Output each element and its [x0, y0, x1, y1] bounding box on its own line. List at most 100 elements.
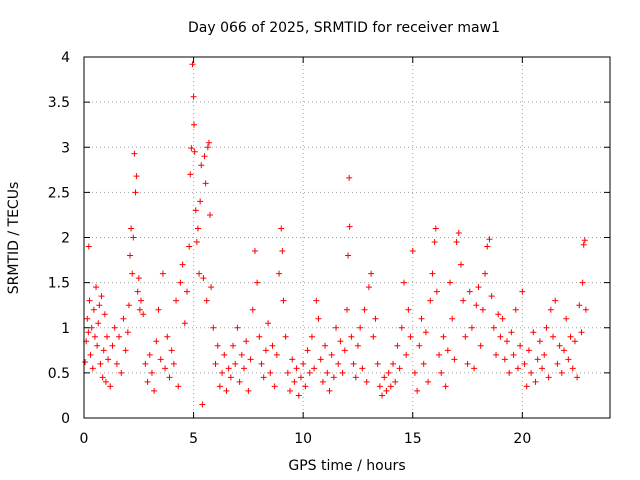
data-point	[122, 347, 129, 354]
data-point	[221, 351, 228, 358]
data-point	[438, 369, 445, 376]
data-point	[383, 387, 390, 394]
data-point	[276, 270, 283, 277]
data-point	[202, 180, 209, 187]
data-point	[477, 342, 484, 349]
data-point	[324, 369, 331, 376]
data-point	[125, 302, 132, 309]
data-point	[350, 360, 357, 367]
data-point	[365, 284, 372, 291]
data-point	[571, 338, 578, 345]
data-point	[144, 378, 151, 385]
data-point	[473, 302, 480, 309]
data-point	[214, 342, 221, 349]
data-point	[297, 374, 304, 381]
data-point	[308, 333, 315, 340]
data-point	[579, 279, 586, 286]
data-point	[411, 369, 418, 376]
data-point	[179, 261, 186, 268]
data-point	[440, 333, 447, 340]
data-point	[85, 243, 92, 250]
data-point	[563, 315, 570, 322]
data-point	[104, 333, 111, 340]
data-point	[300, 360, 307, 367]
data-point	[523, 383, 530, 390]
data-point	[541, 351, 548, 358]
data-point	[545, 374, 552, 381]
data-point	[514, 365, 521, 372]
data-point	[157, 356, 164, 363]
data-point	[436, 351, 443, 358]
data-point	[554, 360, 561, 367]
data-point	[361, 306, 368, 313]
data-point	[159, 270, 166, 277]
data-point	[414, 387, 421, 394]
data-point	[506, 369, 513, 376]
data-point	[403, 351, 410, 358]
data-point	[528, 369, 535, 376]
data-point	[84, 315, 91, 322]
data-point	[212, 360, 219, 367]
data-point	[363, 378, 370, 385]
data-point	[155, 306, 162, 313]
data-point	[254, 279, 261, 286]
data-point	[282, 333, 289, 340]
data-point	[199, 401, 206, 408]
data-point	[319, 378, 326, 385]
data-point	[249, 306, 256, 313]
data-point	[370, 333, 377, 340]
data-point	[203, 297, 210, 304]
data-point	[96, 302, 103, 309]
data-point	[442, 383, 449, 390]
data-point	[317, 356, 324, 363]
data-point	[135, 275, 142, 282]
data-point	[398, 324, 405, 331]
data-point	[311, 365, 318, 372]
data-point	[464, 360, 471, 367]
data-point	[447, 279, 454, 286]
data-point	[287, 387, 294, 394]
data-point	[346, 223, 353, 230]
data-point	[86, 297, 93, 304]
data-point	[409, 248, 416, 255]
data-point	[175, 383, 182, 390]
data-point	[189, 61, 196, 68]
axis-ticks: 0 0.5 1 1.5 2 2.5 3 3.5 4 0 5 10 15 20	[48, 50, 610, 447]
y-tick-label: 2	[61, 231, 70, 247]
data-point	[536, 338, 543, 345]
data-point	[134, 288, 141, 295]
data-point	[192, 207, 199, 214]
data-point	[200, 275, 207, 282]
data-point	[129, 270, 136, 277]
y-tick-label: 1.5	[48, 276, 70, 292]
data-point	[433, 288, 440, 295]
data-point	[346, 174, 353, 181]
y-tick-label: 2.5	[48, 185, 70, 201]
data-point	[574, 374, 581, 381]
data-point	[462, 333, 469, 340]
x-tick-label: 0	[80, 431, 89, 447]
data-point	[280, 297, 287, 304]
data-point	[95, 320, 102, 327]
y-tick-label: 3.5	[48, 95, 70, 111]
data-point	[396, 365, 403, 372]
data-point	[111, 324, 118, 331]
data-point	[539, 365, 546, 372]
x-tick-label: 20	[513, 431, 531, 447]
data-point	[93, 284, 100, 291]
data-point	[151, 387, 158, 394]
data-point	[279, 248, 286, 255]
data-point	[451, 356, 458, 363]
data-point	[197, 198, 204, 205]
data-point	[210, 324, 217, 331]
data-point	[556, 342, 563, 349]
data-point	[102, 378, 109, 385]
data-point	[330, 374, 337, 381]
data-point	[273, 351, 280, 358]
data-point	[425, 378, 432, 385]
data-point	[101, 311, 108, 318]
grid-lines	[84, 57, 610, 418]
data-point	[427, 297, 434, 304]
data-point	[385, 369, 392, 376]
data-point	[453, 239, 460, 246]
